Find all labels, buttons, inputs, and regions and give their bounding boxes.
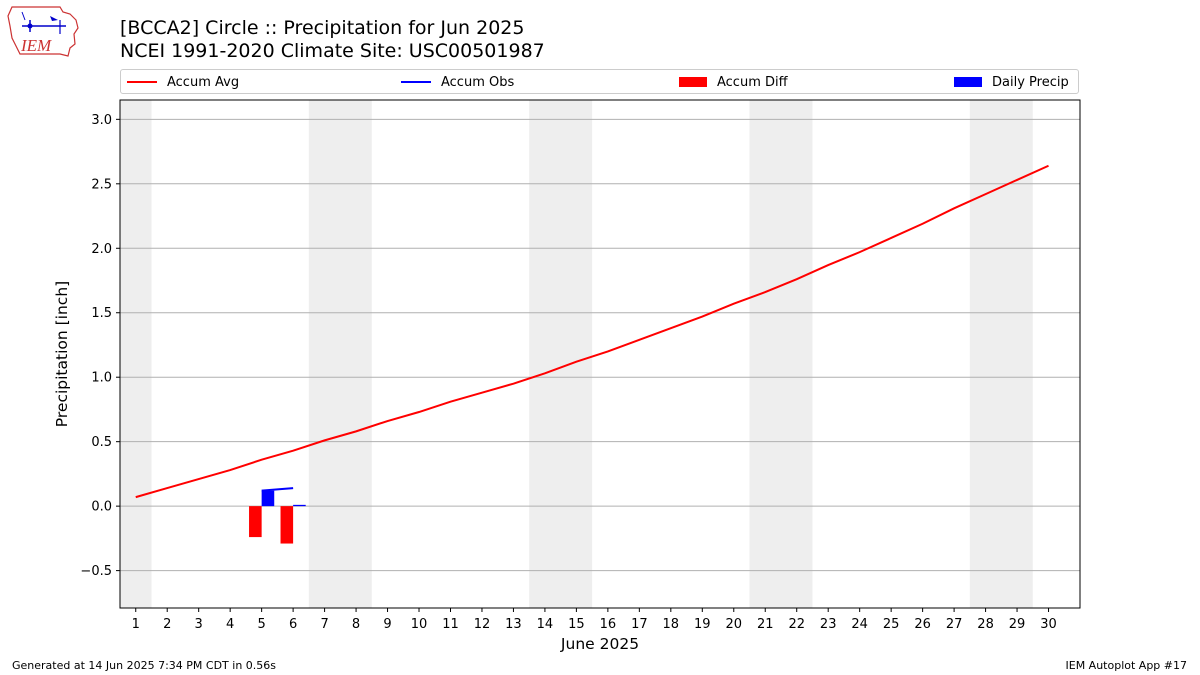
weekend-shade-3 bbox=[749, 100, 813, 608]
legend-swatch-accum-obs bbox=[401, 81, 431, 83]
x-tick-label-6: 7 bbox=[320, 617, 328, 632]
x-tick-label-9: 10 bbox=[411, 617, 428, 632]
x-tick-label-18: 19 bbox=[694, 617, 711, 632]
y-tick-label-7: 3.0 bbox=[91, 113, 112, 128]
logo-text: IEM bbox=[20, 36, 52, 55]
x-tick-label-11: 12 bbox=[474, 617, 491, 632]
weekend-shade-0 bbox=[120, 100, 152, 608]
legend-swatch-daily-precip bbox=[954, 77, 982, 87]
legend-item-daily-precip: Daily Precip bbox=[954, 70, 1069, 94]
legend-item-accum-avg: Accum Avg bbox=[127, 70, 239, 94]
bar-daily-precip-6 bbox=[293, 504, 306, 507]
x-tick-label-24: 25 bbox=[883, 617, 900, 632]
bar-accum-diff-5 bbox=[249, 506, 262, 538]
x-tick-label-8: 9 bbox=[383, 617, 391, 632]
chart-title: [BCCA2] Circle :: Precipitation for Jun … bbox=[120, 17, 525, 39]
y-tick-label-6: 2.5 bbox=[91, 177, 112, 192]
chart-subtitle: NCEI 1991-2020 Climate Site: USC00501987 bbox=[120, 40, 545, 62]
footer-generated: Generated at 14 Jun 2025 7:34 PM CDT in … bbox=[12, 659, 277, 672]
bar-daily-precip-5 bbox=[261, 490, 275, 507]
x-tick-label-2: 3 bbox=[195, 617, 203, 632]
bar-accum-diff-6 bbox=[280, 506, 294, 544]
x-tick-label-22: 23 bbox=[820, 617, 837, 632]
x-tick-label-14: 15 bbox=[568, 617, 585, 632]
x-tick-label-17: 18 bbox=[663, 617, 680, 632]
legend-item-accum-obs: Accum Obs bbox=[401, 70, 514, 94]
footer-app: IEM Autoplot App #17 bbox=[1065, 659, 1188, 672]
x-axis-label: June 2025 bbox=[560, 635, 639, 653]
x-tick-label-12: 13 bbox=[505, 617, 522, 632]
x-tick-label-21: 22 bbox=[788, 617, 805, 632]
y-tick-label-2: 0.5 bbox=[91, 435, 112, 450]
x-tick-label-15: 16 bbox=[600, 617, 617, 632]
y-tick-label-1: 0.0 bbox=[91, 500, 112, 515]
x-tick-label-0: 1 bbox=[132, 617, 140, 632]
x-tick-label-20: 21 bbox=[757, 617, 774, 632]
legend-swatch-accum-avg bbox=[127, 81, 157, 83]
y-tick-label-4: 1.5 bbox=[91, 306, 112, 321]
x-tick-label-13: 14 bbox=[537, 617, 554, 632]
x-tick-label-27: 28 bbox=[977, 617, 994, 632]
weekend-shade-1 bbox=[308, 100, 372, 608]
x-tick-label-7: 8 bbox=[352, 617, 360, 632]
weekend-shade-4 bbox=[969, 100, 1033, 608]
legend-item-accum-diff: Accum Diff bbox=[679, 70, 788, 94]
y-tick-label-0: −0.5 bbox=[80, 564, 112, 579]
y-axis-label: Precipitation [inch] bbox=[53, 281, 71, 427]
x-tick-label-19: 20 bbox=[725, 617, 742, 632]
legend-swatch-accum-diff bbox=[679, 77, 707, 87]
y-tick-label-5: 2.0 bbox=[91, 242, 112, 257]
x-tick-label-23: 24 bbox=[851, 617, 868, 632]
legend-label-daily-precip: Daily Precip bbox=[992, 74, 1069, 90]
x-tick-label-3: 4 bbox=[226, 617, 234, 632]
legend-label-accum-avg: Accum Avg bbox=[167, 74, 240, 90]
y-tick-label-3: 1.0 bbox=[91, 371, 112, 386]
line-accum-avg bbox=[135, 164, 1049, 499]
x-tick-label-10: 11 bbox=[442, 617, 459, 632]
x-tick-label-29: 30 bbox=[1040, 617, 1057, 632]
line-accum-obs bbox=[261, 487, 294, 492]
x-tick-label-1: 2 bbox=[163, 617, 171, 632]
x-tick-label-4: 5 bbox=[257, 617, 265, 632]
x-tick-label-28: 29 bbox=[1009, 617, 1026, 632]
legend-label-accum-diff: Accum Diff bbox=[717, 74, 788, 90]
weekend-shade-2 bbox=[529, 100, 593, 608]
legend-label-accum-obs: Accum Obs bbox=[441, 74, 515, 90]
x-tick-label-26: 27 bbox=[946, 617, 963, 632]
x-tick-label-16: 17 bbox=[631, 617, 648, 632]
x-tick-label-5: 6 bbox=[289, 617, 297, 632]
legend: Accum Avg Accum Obs Accum Diff Daily Pre… bbox=[120, 69, 1079, 94]
x-tick-label-25: 26 bbox=[914, 617, 931, 632]
iem-logo: IEM bbox=[7, 6, 79, 57]
plot-frame bbox=[119, 99, 1081, 609]
